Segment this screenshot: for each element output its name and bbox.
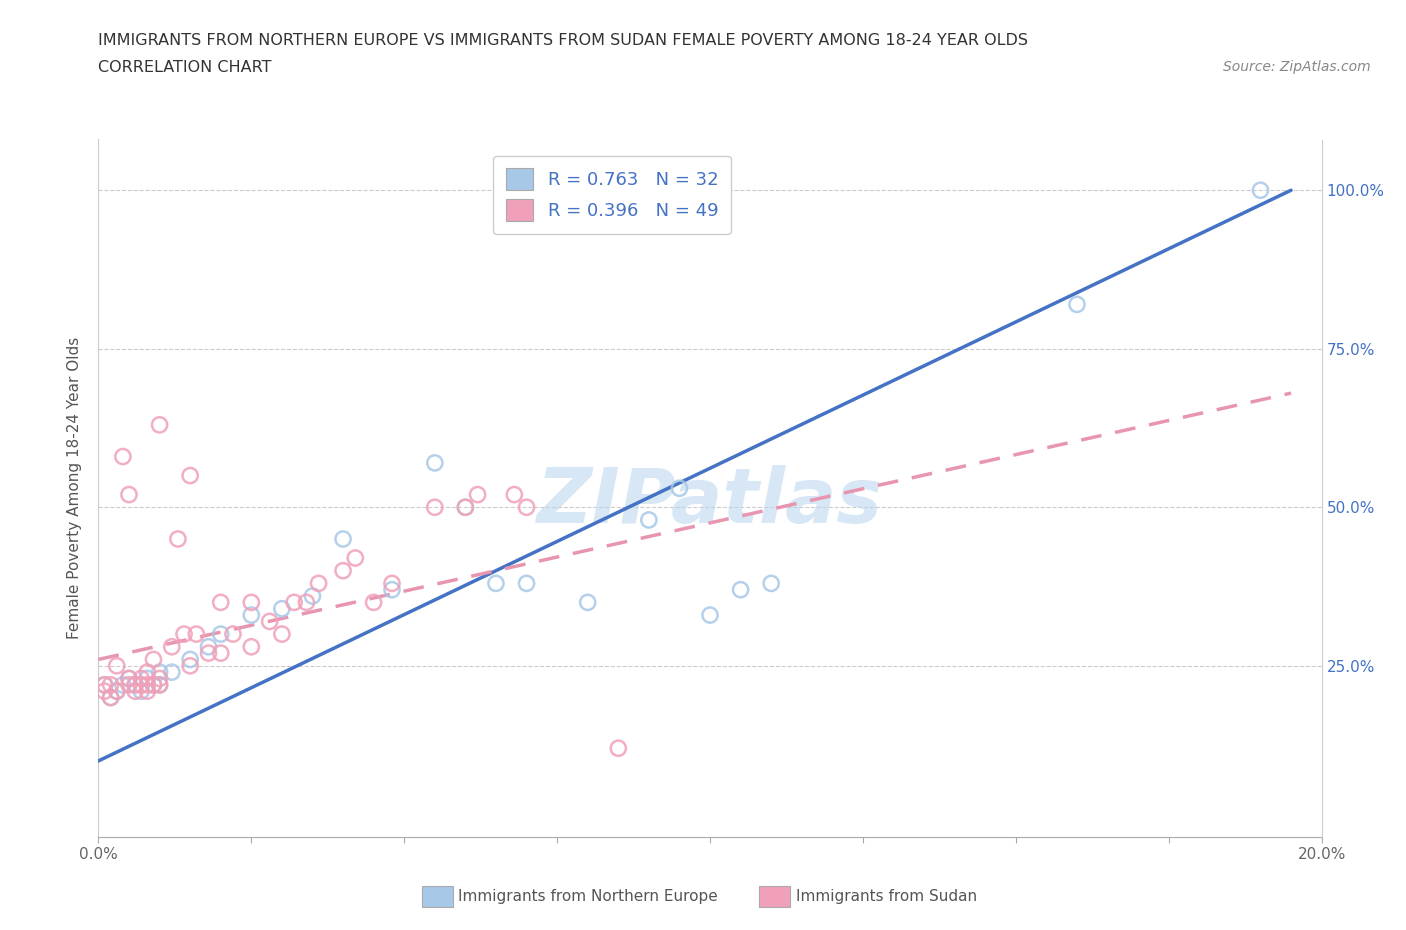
Point xyxy=(222,627,245,642)
Point xyxy=(149,418,172,432)
Point xyxy=(209,627,232,642)
Point xyxy=(1066,297,1088,312)
Point xyxy=(381,576,404,591)
Point xyxy=(142,677,165,692)
Point xyxy=(759,576,782,591)
Point xyxy=(454,499,477,514)
Point xyxy=(93,677,115,692)
Legend: R = 0.763   N = 32, R = 0.396   N = 49: R = 0.763 N = 32, R = 0.396 N = 49 xyxy=(494,155,731,233)
Point xyxy=(179,658,201,673)
Point xyxy=(699,607,721,622)
Point xyxy=(124,677,146,692)
Point xyxy=(381,582,404,597)
Point xyxy=(105,684,128,698)
Point xyxy=(160,665,183,680)
Point xyxy=(129,671,152,686)
Point xyxy=(129,684,152,698)
Text: Source: ZipAtlas.com: Source: ZipAtlas.com xyxy=(1223,60,1371,74)
Point xyxy=(259,614,281,629)
Point xyxy=(179,468,201,483)
Point xyxy=(149,677,172,692)
Point xyxy=(167,532,190,547)
Point xyxy=(100,690,122,705)
Point xyxy=(295,595,318,610)
Point xyxy=(301,589,323,604)
Point xyxy=(136,665,159,680)
Point xyxy=(197,645,219,660)
Point xyxy=(93,677,115,692)
Point xyxy=(149,677,172,692)
Point xyxy=(467,487,489,502)
Point xyxy=(332,532,354,547)
Text: Immigrants from Northern Europe: Immigrants from Northern Europe xyxy=(458,889,718,904)
Point xyxy=(111,449,134,464)
Point xyxy=(503,487,526,502)
Text: CORRELATION CHART: CORRELATION CHART xyxy=(98,60,271,75)
Point xyxy=(485,576,508,591)
Point xyxy=(423,456,446,471)
Y-axis label: Female Poverty Among 18-24 Year Olds: Female Poverty Among 18-24 Year Olds xyxy=(67,338,83,640)
Point xyxy=(100,690,122,705)
Point xyxy=(118,677,141,692)
Point xyxy=(363,595,385,610)
Point xyxy=(344,551,367,565)
Point xyxy=(516,576,538,591)
Point xyxy=(454,499,477,514)
Point xyxy=(149,671,172,686)
Point xyxy=(637,512,661,527)
Point xyxy=(668,481,690,496)
Point xyxy=(142,652,165,667)
Text: ZIPatlas: ZIPatlas xyxy=(537,465,883,539)
Point xyxy=(111,677,134,692)
Point xyxy=(607,741,630,756)
Point xyxy=(576,595,599,610)
Point xyxy=(332,564,354,578)
Point xyxy=(197,639,219,654)
Point xyxy=(423,499,446,514)
Point xyxy=(308,576,330,591)
Point xyxy=(209,595,232,610)
Point xyxy=(516,499,538,514)
Point xyxy=(136,684,159,698)
Point xyxy=(118,671,141,686)
Point xyxy=(160,639,183,654)
Point xyxy=(240,639,263,654)
Point xyxy=(240,607,263,622)
Point xyxy=(136,671,159,686)
Point xyxy=(730,582,752,597)
Point xyxy=(149,665,172,680)
Point xyxy=(186,627,208,642)
Point xyxy=(1249,183,1271,198)
Point xyxy=(209,645,232,660)
Text: IMMIGRANTS FROM NORTHERN EUROPE VS IMMIGRANTS FROM SUDAN FEMALE POVERTY AMONG 18: IMMIGRANTS FROM NORTHERN EUROPE VS IMMIG… xyxy=(98,33,1028,47)
Point xyxy=(118,671,141,686)
Point xyxy=(124,677,146,692)
Text: Immigrants from Sudan: Immigrants from Sudan xyxy=(796,889,977,904)
Point xyxy=(105,658,128,673)
Point xyxy=(270,627,292,642)
Point xyxy=(105,684,128,698)
Point xyxy=(129,677,152,692)
Point xyxy=(283,595,305,610)
Point xyxy=(100,677,122,692)
Point xyxy=(270,602,292,617)
Point xyxy=(240,595,263,610)
Point xyxy=(173,627,195,642)
Point xyxy=(142,677,165,692)
Point xyxy=(136,677,159,692)
Point xyxy=(124,684,146,698)
Point xyxy=(93,684,115,698)
Point xyxy=(179,652,201,667)
Point xyxy=(118,487,141,502)
